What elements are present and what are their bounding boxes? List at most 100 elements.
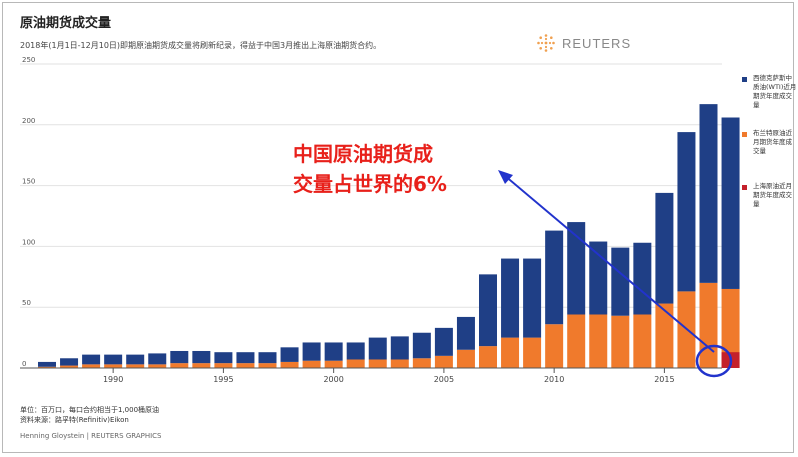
bar-segment-2010-s1 <box>545 324 564 368</box>
bar-1994 <box>192 350 211 368</box>
y-tick-label-250: 250 <box>22 56 35 64</box>
x-tick-label-2000: 2000 <box>323 375 343 384</box>
bar-segment-1988-s1 <box>60 365 79 368</box>
bar-segment-1992-s1 <box>148 364 167 368</box>
bar-2013 <box>611 247 630 368</box>
bar-segment-1988-s0 <box>60 358 79 366</box>
bar-segment-2018-s0 <box>721 117 740 289</box>
annotation-text: 中国原油期货成 交量占世界的6% <box>293 139 493 199</box>
bar-2005 <box>434 327 453 368</box>
y-tick-label-100: 100 <box>22 238 35 246</box>
reuters-logo: REUTERS <box>536 33 631 53</box>
bar-segment-1991-s1 <box>126 364 145 368</box>
chart-frame <box>2 2 794 453</box>
bar-2002 <box>368 337 387 368</box>
shanghai-highlight-circle <box>695 344 733 378</box>
bar-segment-2015-s0 <box>655 192 674 304</box>
bar-segment-2000-s0 <box>324 342 343 361</box>
bar-segment-2008-s1 <box>501 337 520 368</box>
bar-segment-2009-s1 <box>523 337 542 368</box>
bar-segment-2013-s1 <box>611 315 630 368</box>
x-tick-label-2005: 2005 <box>434 375 454 384</box>
bar-segment-1998-s0 <box>280 347 299 362</box>
bar-segment-2005-s1 <box>434 355 453 368</box>
bar-segment-2008-s0 <box>501 258 520 338</box>
bar-2010 <box>545 230 564 368</box>
bar-segment-1997-s0 <box>258 352 277 364</box>
bar-1989 <box>82 354 101 368</box>
bar-segment-1999-s1 <box>302 360 321 368</box>
y-axis-labels: 0 50 100 150 200 250 <box>22 56 35 368</box>
legend-item-wti: 西德克萨斯中质油(WTI)近月期货年度成交量 <box>742 74 797 110</box>
bar-segment-2006-s0 <box>456 316 475 350</box>
bar-segment-1998-s1 <box>280 361 299 368</box>
bar-segment-1987-s1 <box>38 366 56 368</box>
legend-label-wti: 西德克萨斯中质油(WTI)近月期货年度成交量 <box>753 74 797 109</box>
bar-segment-1994-s1 <box>192 363 211 368</box>
annotation-line-2: 交量占世界的6% <box>293 172 447 196</box>
bar-segment-2017-s1 <box>699 282 718 368</box>
bar-segment-2010-s0 <box>545 230 564 325</box>
bar-segment-1990-s1 <box>104 364 123 368</box>
bar-segment-2007-s1 <box>479 346 497 368</box>
bar-segment-2001-s0 <box>346 342 365 360</box>
bar-2018 <box>721 117 740 368</box>
bar-segment-2001-s1 <box>346 359 365 368</box>
source-note: 资料来源：路孚特(Refinitiv)Eikon <box>20 416 129 424</box>
credit-line: Henning Gloystein | REUTERS GRAPHICS <box>20 432 162 440</box>
bar-segment-2000-s1 <box>324 360 343 368</box>
bar-2017 <box>699 104 718 368</box>
chart-title: 原油期货成交量 <box>20 16 112 31</box>
bar-segment-2018-s1 <box>721 288 740 368</box>
bar-2004 <box>412 332 431 368</box>
bar-segment-1995-s0 <box>214 352 233 364</box>
bar-segment-1996-s1 <box>236 363 255 368</box>
bar-2006 <box>456 316 475 368</box>
legend-item-shanghai: 上海原油近月期货年度成交量 <box>742 182 797 209</box>
bar-segment-1990-s0 <box>104 354 123 365</box>
legend-swatch-brent <box>742 132 747 137</box>
bar-1992 <box>148 353 167 368</box>
y-tick-label-200: 200 <box>22 117 35 125</box>
legend-item-brent: 布兰特原油近月期货年度成交量 <box>742 129 797 156</box>
bar-2016 <box>677 132 696 368</box>
bar-2001 <box>346 342 365 368</box>
bar-segment-1994-s0 <box>192 350 211 364</box>
bar-segment-2003-s0 <box>390 336 409 360</box>
bar-segment-2014-s1 <box>633 314 652 368</box>
bar-1999 <box>302 342 321 368</box>
bar-segment-2014-s0 <box>633 242 652 315</box>
bar-segment-1999-s0 <box>302 342 321 361</box>
bar-segment-2002-s0 <box>368 337 387 360</box>
bar-segment-2007-s0 <box>479 274 497 347</box>
bar-segment-2009-s0 <box>523 258 542 338</box>
bar-segment-2017-s0 <box>699 104 718 283</box>
bar-segment-1991-s0 <box>126 354 145 365</box>
bar-segment-2004-s0 <box>412 332 431 359</box>
bar-1998 <box>280 347 299 368</box>
bar-2011 <box>567 222 586 368</box>
bar-segment-2011-s1 <box>567 314 586 368</box>
bar-segment-2004-s1 <box>412 358 431 368</box>
legend-label-shanghai: 上海原油近月期货年度成交量 <box>753 182 792 208</box>
bar-2008 <box>501 258 520 368</box>
bar-1991 <box>126 354 145 368</box>
annotation-arrow <box>498 170 715 353</box>
bar-segment-1993-s0 <box>170 350 189 364</box>
bar-segment-2016-s0 <box>677 132 696 292</box>
bar-2003 <box>390 336 409 368</box>
x-tick-label-2015: 2015 <box>654 375 674 384</box>
bar-segment-2012-s1 <box>589 314 608 368</box>
chart-subtitle: 2018年(1月1日-12月10日)即期原油期货成交量将刷新纪录，得益于中国3月… <box>20 41 382 50</box>
unit-note: 单位：百万口，每口合约相当于1,000桶原油 <box>20 406 160 414</box>
y-tick-label-0: 0 <box>22 360 26 368</box>
bar-2012 <box>589 241 608 368</box>
bar-segment-1987-s0 <box>38 361 56 367</box>
bar-1993 <box>170 350 189 368</box>
bar-segment-1996-s0 <box>236 352 255 364</box>
y-tick-label-150: 150 <box>22 178 35 186</box>
bar-segment-2005-s0 <box>434 327 453 356</box>
bar-2000 <box>324 342 343 368</box>
bar-segment-1995-s1 <box>214 363 233 368</box>
